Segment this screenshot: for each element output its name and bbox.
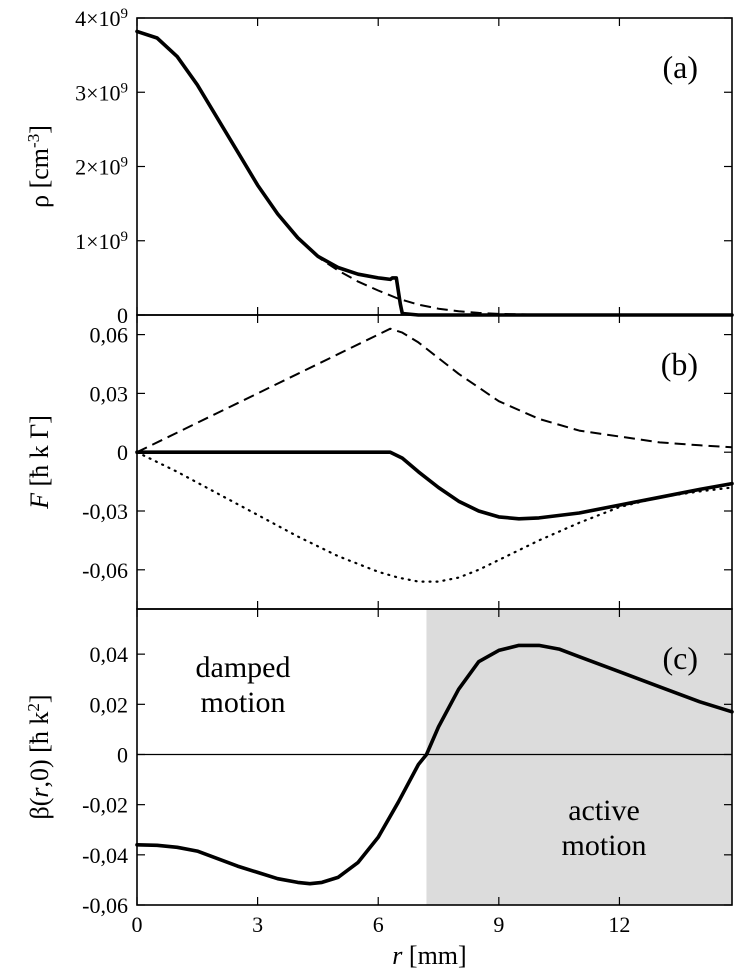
panel-b-series-dashed-line [136, 327, 733, 454]
panel-b-ytick-label: -0,03 [82, 499, 128, 524]
svg-text:motion: motion [200, 686, 285, 719]
panel-c-series-solid-line [135, 643, 734, 886]
damped-motion-label: damped motion [196, 651, 291, 719]
panel-b-series-solid-line [135, 450, 734, 521]
panel-a-tag: (a) [662, 49, 698, 85]
active-motion-label: active motion [561, 794, 646, 862]
xtick-label: 12 [608, 912, 630, 937]
panel-b-series [135, 327, 734, 583]
panel-c-ytick-label: -0,06 [82, 893, 128, 918]
panel-c-frame [136, 608, 733, 906]
panel-c-tag: (c) [662, 640, 698, 676]
panel-a-series-solid-line [135, 29, 734, 317]
panel-a-frame [136, 17, 733, 316]
svg-text:active: active [568, 794, 640, 827]
panel-a-ylabel: ρ [cm-3] [24, 125, 55, 208]
panel-a-ytick-label: 4×109 [75, 6, 128, 31]
panel-c-ytick-label: 0 [117, 742, 128, 767]
panel-a-ytick-label: 2×109 [75, 155, 128, 180]
svg-text:damped: damped [196, 651, 291, 684]
panel-c-ytick-label: 0,04 [90, 642, 129, 667]
panel-a-ytick-label: 0 [117, 303, 128, 328]
panel-b-ytick-label: 0,06 [90, 323, 129, 348]
panel-c-ytick-label: -0,04 [82, 843, 128, 868]
panel-b-series-dotted-line [135, 451, 734, 583]
xtick-label: 3 [252, 912, 263, 937]
xtick-label: 0 [132, 912, 143, 937]
panel-b-tag: (b) [661, 346, 698, 382]
panel-b-ytick-label: 0 [117, 440, 128, 465]
x-axis-label: r [mm] [392, 941, 466, 970]
panel-b-ytick-label: -0,06 [82, 558, 128, 583]
panel-c-series [135, 643, 734, 886]
panel-c-ylabel: β(r,0) [ħ k2] [24, 694, 55, 819]
panel-c-ytick-label: -0,02 [82, 793, 128, 818]
panel-a-series-dashed-line [136, 30, 732, 316]
panel-a-ytick-label: 3×109 [75, 80, 128, 105]
panel-b-frame [136, 314, 733, 610]
panel-c-ytick-label: 0,02 [90, 692, 129, 717]
panel-b-ylabel: F [ħ k Γ] [25, 415, 54, 510]
svg-text:motion: motion [561, 829, 646, 862]
panel-a-series [135, 29, 734, 317]
xtick-label: 9 [493, 912, 504, 937]
panel-a-ytick-label: 1×109 [75, 229, 128, 254]
xtick-label: 6 [373, 912, 384, 937]
axis-ticks: 0 1×109 2×109 3×109 4×109 -0,06 -0,03 0 0,03 0,06… [75, 6, 732, 937]
panel-b-ytick-label: 0,03 [90, 381, 129, 406]
